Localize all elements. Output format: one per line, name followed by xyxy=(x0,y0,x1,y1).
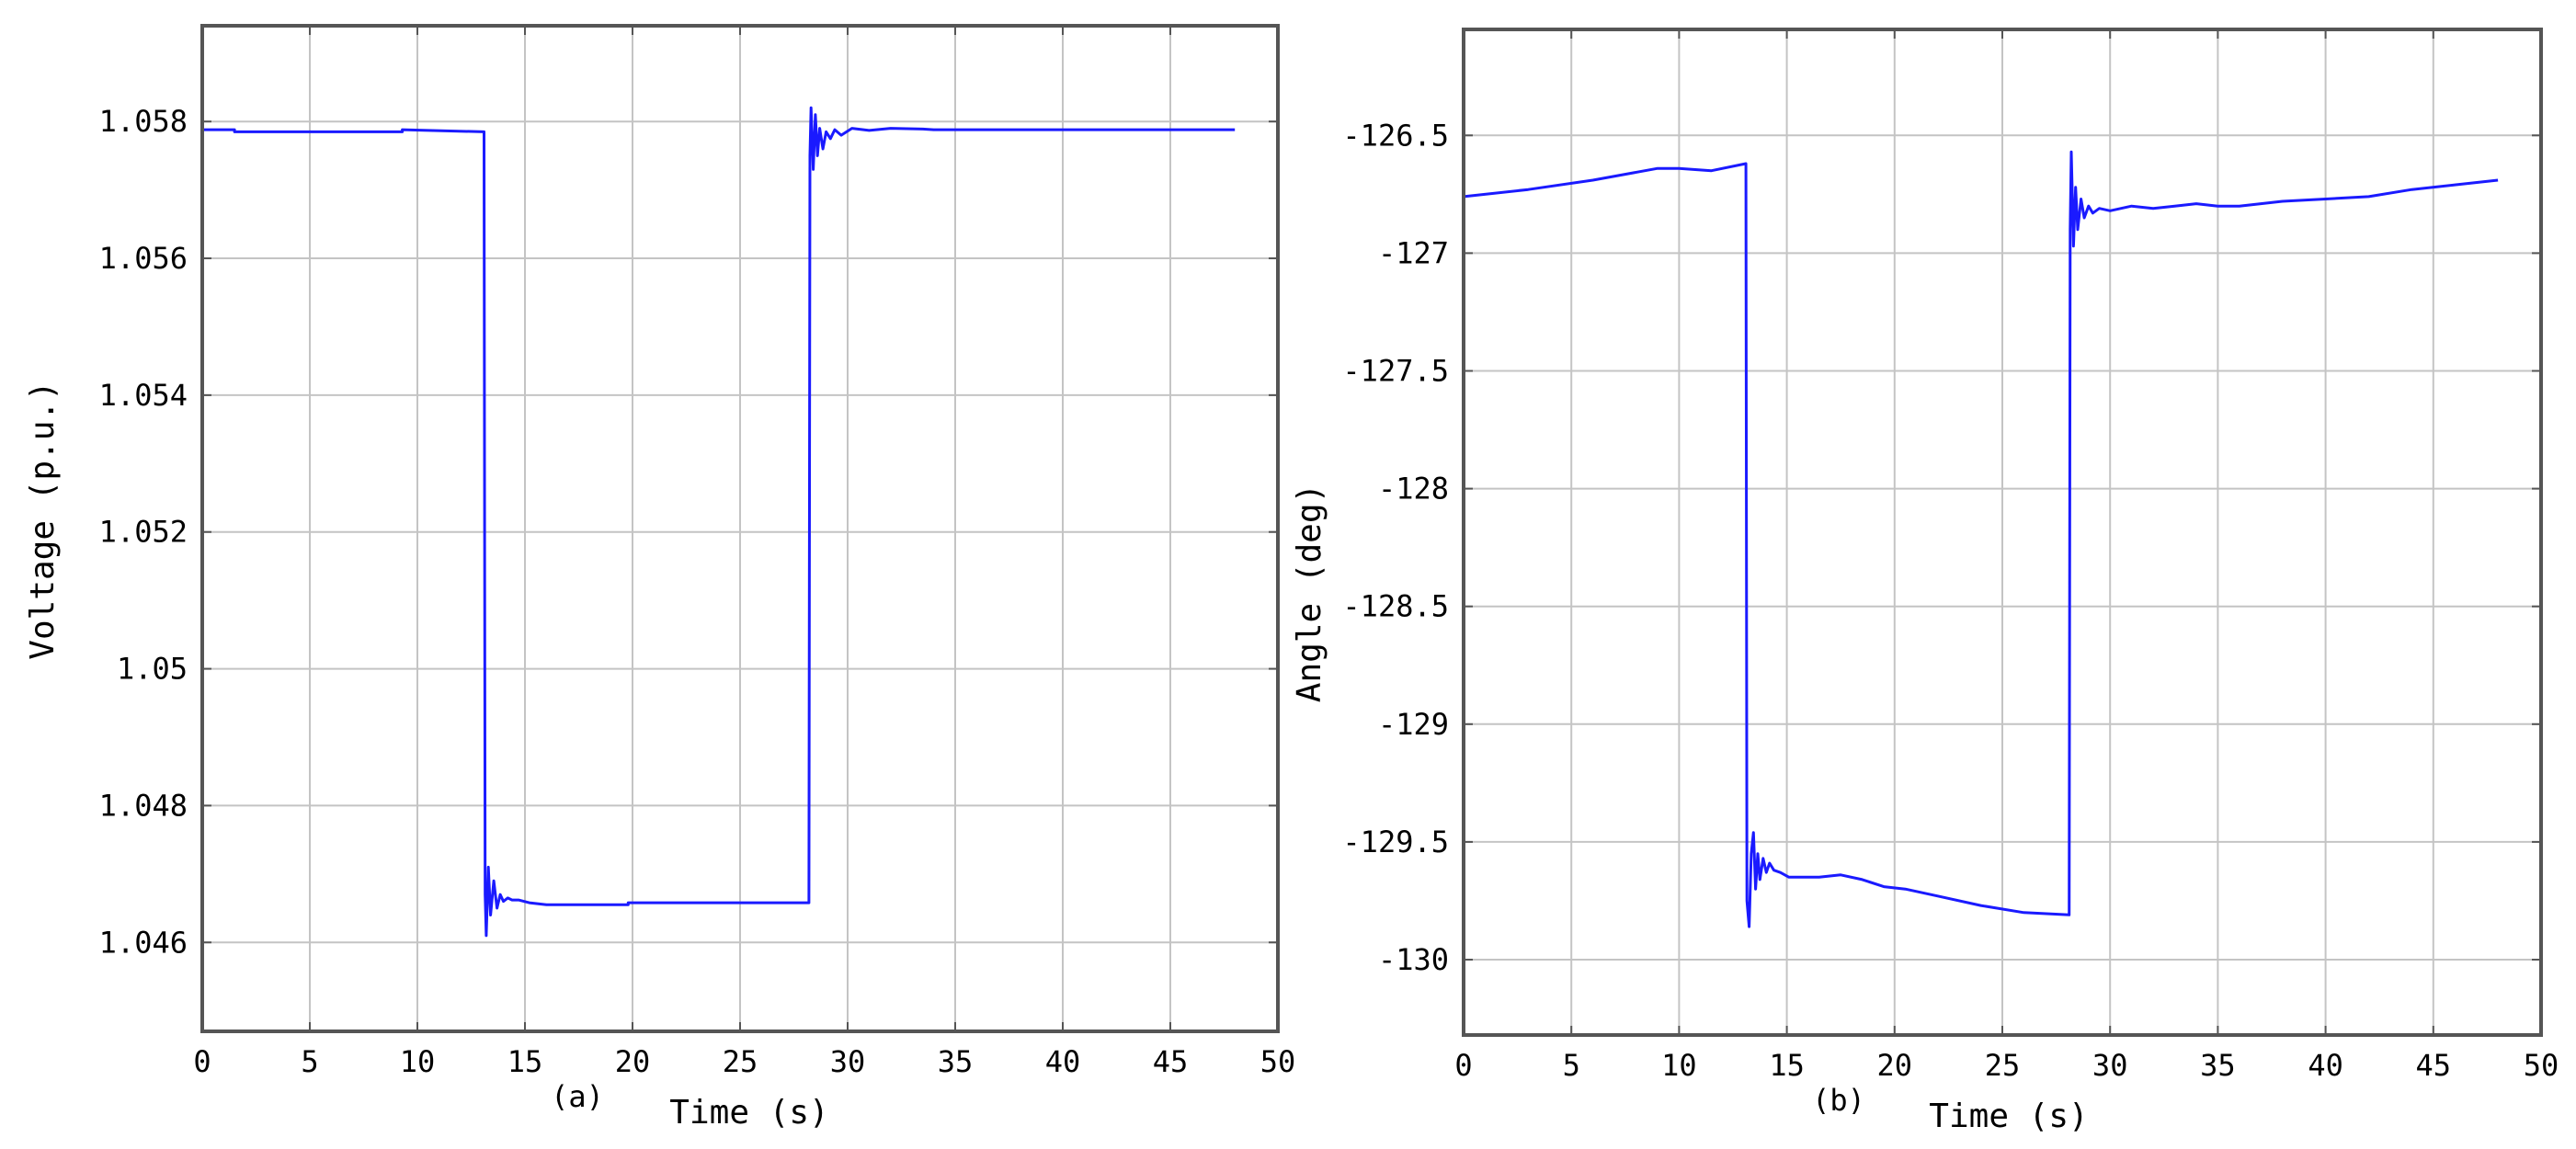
x-tick-label: 10 xyxy=(1661,1048,1697,1083)
y-tick-label: -127.5 xyxy=(1342,353,1449,388)
x-tick-label: 10 xyxy=(400,1044,436,1079)
x-tick-label: 5 xyxy=(301,1044,318,1079)
x-tick-label: 50 xyxy=(1260,1044,1296,1079)
x-tick-label: 15 xyxy=(1769,1048,1805,1083)
x-tick-label: 5 xyxy=(1563,1048,1580,1083)
y-axis-label-b: Angle (deg) xyxy=(1291,483,1328,702)
x-tick-label: 20 xyxy=(615,1044,651,1079)
x-tick-label: 35 xyxy=(2200,1048,2236,1083)
y-tick-label: -127 xyxy=(1378,235,1449,270)
x-tick-label: 45 xyxy=(1153,1044,1189,1079)
panel-b: 0 5 10 15 20 25 30 35 40 45 50 -130 -129.5 -129 -128.… xyxy=(1291,28,2559,1135)
y-tick-label: 1.058 xyxy=(99,104,188,139)
x-tick-label: 30 xyxy=(2092,1048,2128,1083)
voltage-series-line xyxy=(202,106,1236,938)
y-tick-label: -128 xyxy=(1378,472,1449,506)
x-tick-label: 30 xyxy=(830,1044,866,1079)
y-axis-label-a: Voltage (p.u.) xyxy=(24,381,62,659)
grid-a xyxy=(202,26,1278,1031)
y-tick-label: 1.052 xyxy=(99,515,188,550)
x-tick-label: 0 xyxy=(1454,1048,1472,1083)
ticks-a xyxy=(201,26,1279,1031)
y-tick-labels-a: 1.046 1.048 1.05 1.052 1.054 1.056 1.058 xyxy=(99,104,188,960)
y-tick-label: 1.046 xyxy=(99,925,188,960)
x-axis-label-a: Time (s) xyxy=(669,1094,828,1132)
x-tick-labels-b: 0 5 10 15 20 25 30 35 40 45 50 xyxy=(1454,1048,2559,1083)
y-tick-labels-b: -130 -129.5 -129 -128.5 -128 -127.5 -127 -126.5 xyxy=(1342,118,1449,977)
caption-b: (b) xyxy=(1812,1083,1865,1118)
y-tick-label: 1.05 xyxy=(117,652,188,687)
x-tick-label: 35 xyxy=(938,1044,974,1079)
grid-b xyxy=(1464,29,2541,1035)
angle-series-line xyxy=(1463,150,2499,928)
x-tick-label: 20 xyxy=(1877,1048,1913,1083)
x-axis-label-b: Time (s) xyxy=(1929,1098,2088,1135)
x-tick-label: 25 xyxy=(723,1044,758,1079)
panel-a: 0 5 10 15 20 25 30 35 40 45 50 1.046 1.048 1.05 1.052… xyxy=(24,24,1295,1132)
x-tick-label: 0 xyxy=(193,1044,211,1079)
x-tick-label: 50 xyxy=(2524,1048,2559,1083)
x-tick-label: 40 xyxy=(2308,1048,2343,1083)
y-tick-label: 1.056 xyxy=(99,241,188,276)
y-tick-label: -128.5 xyxy=(1342,589,1449,624)
x-tick-label: 40 xyxy=(1045,1044,1081,1079)
x-tick-labels-a: 0 5 10 15 20 25 30 35 40 45 50 xyxy=(193,1044,1295,1079)
y-tick-label: -129 xyxy=(1378,707,1449,742)
y-tick-label: -130 xyxy=(1378,942,1449,977)
x-tick-label: 45 xyxy=(2416,1048,2452,1083)
x-tick-label: 15 xyxy=(507,1044,543,1079)
y-tick-label: -126.5 xyxy=(1342,118,1449,153)
y-tick-label: -129.5 xyxy=(1342,825,1449,859)
caption-a: (a) xyxy=(551,1079,604,1114)
y-tick-label: 1.048 xyxy=(99,788,188,823)
x-tick-label: 25 xyxy=(1985,1048,2021,1083)
plot-frame-a xyxy=(200,24,1280,1033)
plot-frame-b xyxy=(1462,28,2543,1037)
y-tick-label: 1.054 xyxy=(99,378,188,413)
